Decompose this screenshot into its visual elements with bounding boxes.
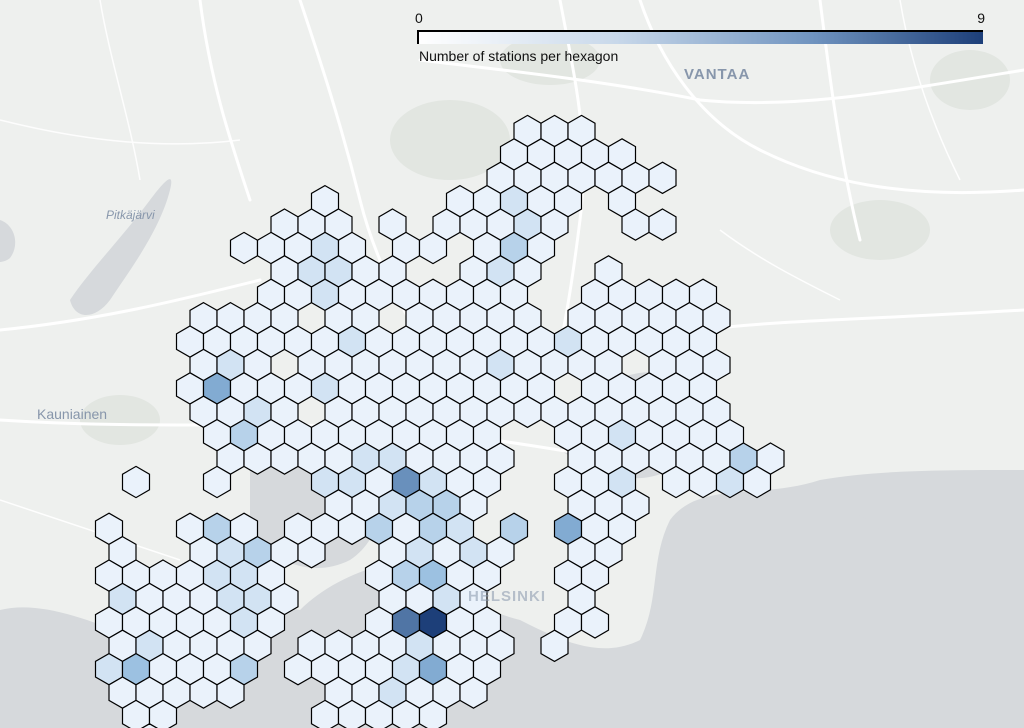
station-hexagon[interactable] bbox=[459, 676, 488, 709]
station-hexagon[interactable] bbox=[216, 676, 245, 709]
bay-water-east bbox=[760, 506, 889, 603]
place-label-pitkajarvi: Pitkäjärvi bbox=[106, 208, 155, 222]
station-hexagon[interactable] bbox=[742, 465, 772, 499]
station-hexagon[interactable] bbox=[202, 465, 232, 499]
place-label-helsinki: HELSINKI bbox=[468, 588, 546, 605]
place-label-vantaa: VANTAA bbox=[684, 66, 750, 83]
color-legend: 0 9 Number of stations per hexagon bbox=[415, 10, 990, 70]
lake-west bbox=[0, 220, 16, 262]
legend-title: Number of stations per hexagon bbox=[419, 48, 619, 64]
station-hexagon[interactable] bbox=[580, 606, 610, 639]
station-hexagon[interactable] bbox=[540, 629, 569, 663]
hexagon-layer bbox=[94, 114, 785, 728]
station-hexagon[interactable] bbox=[136, 723, 163, 728]
legend-color-bar bbox=[417, 30, 983, 44]
station-hexagon[interactable] bbox=[648, 208, 677, 241]
legend-min-label: 0 bbox=[415, 10, 423, 26]
station-hexagon[interactable] bbox=[148, 699, 178, 728]
station-hexagon[interactable] bbox=[121, 465, 151, 499]
station-hexagon[interactable] bbox=[418, 699, 448, 728]
lake-pitkajarvi bbox=[70, 179, 172, 315]
station-hexagon[interactable] bbox=[297, 535, 326, 569]
station-hexagon[interactable] bbox=[418, 231, 448, 265]
place-label-kauniainen: Kauniainen bbox=[37, 406, 107, 422]
legend-max-label: 9 bbox=[977, 10, 985, 26]
station-hexagon[interactable] bbox=[648, 161, 677, 195]
